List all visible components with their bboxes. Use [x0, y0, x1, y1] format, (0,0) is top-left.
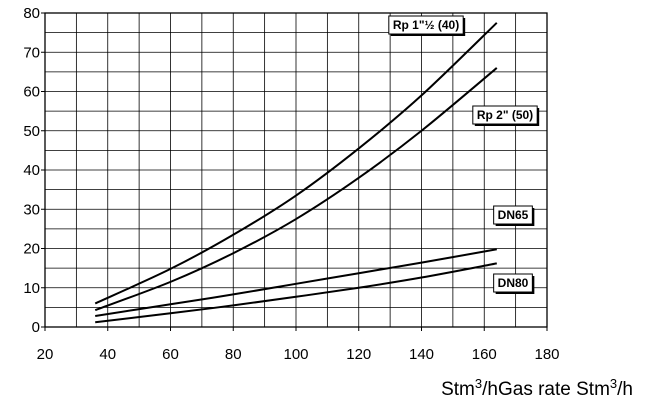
x-tick-label: 160: [472, 346, 497, 363]
series-label-text: DN80: [498, 276, 529, 290]
x-axis-label-part: /h: [617, 379, 633, 400]
series-line-3: [95, 262, 497, 324]
x-tick-label: 120: [346, 346, 371, 363]
series-label-text: Rp 1"½ (40): [393, 18, 459, 32]
x-axis-label: Stm3/hGas rate Stm3/h: [441, 376, 633, 400]
x-axis-label-part: Stm: [441, 379, 475, 400]
series-lines: [94, 22, 498, 324]
x-tick-label: 40: [99, 346, 116, 363]
y-axis-ticks: 0 10 20 30 40 50 60 70 80: [23, 5, 45, 336]
x-tick-label: 20: [37, 346, 54, 363]
x-tick-label: 60: [162, 346, 179, 363]
x-tick-label: 140: [409, 346, 434, 363]
x-axis-label-superscript: 3: [610, 376, 617, 391]
y-tick-label: 50: [23, 123, 40, 140]
x-axis-label-part: /hGas rate Stm: [482, 379, 610, 400]
series-label-box: [388, 15, 464, 35]
series-line-2: [95, 248, 497, 317]
series-label-3: DN80: [493, 273, 535, 294]
series-label-box: [493, 205, 533, 225]
series-label-text: Rp 2" (50): [477, 108, 533, 122]
series-label-box: [493, 273, 533, 293]
y-tick-label: 80: [23, 5, 40, 22]
y-tick-label: 10: [23, 280, 40, 297]
x-tick-label: 80: [225, 346, 242, 363]
y-tick-label: 40: [23, 162, 40, 179]
x-axis-ticks: 20 40 60 80 100 120 140 160 180: [37, 327, 560, 363]
grid: [45, 13, 547, 327]
series-line-1: [94, 67, 498, 312]
series-line-0: [94, 22, 498, 305]
series-label-2: DN65: [493, 205, 535, 226]
x-axis-label-superscript: 3: [475, 376, 482, 391]
series-label-1: Rp 2" (50): [472, 105, 540, 126]
series-label-box: [472, 105, 538, 125]
y-tick-label: 0: [32, 319, 40, 336]
y-tick-label: 60: [23, 84, 40, 101]
series-labels: Rp 1"½ (40) Rp 2" (50) DN65 DN80: [388, 15, 540, 294]
y-tick-label: 70: [23, 44, 40, 61]
y-tick-label: 30: [23, 201, 40, 218]
x-tick-label: 180: [534, 346, 559, 363]
series-label-text: DN65: [498, 208, 529, 222]
y-tick-label: 20: [23, 241, 40, 258]
series-label-0: Rp 1"½ (40): [388, 15, 466, 36]
x-tick-label: 100: [283, 346, 308, 363]
